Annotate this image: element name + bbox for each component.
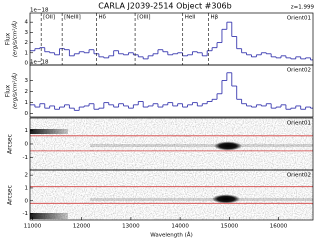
noise xyxy=(30,118,313,170)
line-label: [OIII] xyxy=(137,15,151,21)
image-panel xyxy=(30,118,313,170)
neighbor-trace xyxy=(30,213,68,219)
y-label: Flux xyxy=(5,32,12,45)
y-tick-label: 3 xyxy=(25,30,29,36)
line-label: Hδ xyxy=(99,15,107,21)
redshift: z=1.999 xyxy=(291,5,315,11)
y-tick-label: -1 xyxy=(23,211,28,217)
y-tick-label: 0 xyxy=(25,111,29,117)
offset-label: 1e−18 xyxy=(30,60,49,66)
y-tick-label: 0 xyxy=(25,142,29,148)
y-unit: (erg/s/cm²/Å) xyxy=(12,21,19,57)
line-label: [NeIII] xyxy=(64,15,81,21)
x-tick-label: 16000 xyxy=(270,224,288,230)
panel-label: Orient02 xyxy=(287,173,311,179)
image-panel xyxy=(30,170,313,220)
noise xyxy=(30,170,313,220)
neighbor-trace xyxy=(30,129,68,134)
y-tick-label: 2 xyxy=(25,173,29,179)
x-tick-label: 14000 xyxy=(171,224,189,230)
y-tick-label: 1 xyxy=(25,128,29,134)
panel-frame xyxy=(29,169,314,221)
line-label: Hβ xyxy=(211,15,219,21)
line-label: [OII] xyxy=(43,15,55,21)
emission-blob xyxy=(212,194,240,204)
panel-frame xyxy=(29,12,314,66)
spectrum xyxy=(30,21,313,61)
y-tick-label: 1 xyxy=(25,100,29,106)
y-unit: (erg/s/cm²/Å) xyxy=(12,73,19,109)
y-tick-label: 4 xyxy=(25,20,29,26)
offset-label: 1e−18 xyxy=(30,8,49,14)
line-label: HeII xyxy=(185,15,196,21)
chart-title: CARLA J2039-2514 Object #306b xyxy=(98,2,231,11)
emission-blob xyxy=(214,141,242,151)
x-label: Wavelength (Å) xyxy=(150,232,192,239)
legend-label: Orient02 xyxy=(287,68,311,74)
x-tick-label: 11000 xyxy=(24,224,42,230)
panel-label: Orient01 xyxy=(287,121,311,127)
y-tick-label: 1 xyxy=(25,50,29,56)
y-label: Arcsec xyxy=(7,185,14,205)
y-tick-label: 0 xyxy=(25,198,29,204)
x-tick-label: 12000 xyxy=(73,224,91,230)
y-label: Arcsec xyxy=(7,134,14,154)
spectrum xyxy=(30,72,313,111)
y-tick-label: 2 xyxy=(25,40,29,46)
y-label: Flux xyxy=(5,84,12,97)
x-tick-label: 15000 xyxy=(221,224,239,230)
y-tick-label: 2 xyxy=(25,89,29,95)
continuum xyxy=(90,198,313,201)
x-tick-label: 13000 xyxy=(122,224,140,230)
panel-frame xyxy=(29,64,314,118)
y-tick-label: -1 xyxy=(23,155,28,161)
y-tick-label: 0 xyxy=(25,60,29,66)
y-tick-label: 1 xyxy=(25,185,29,191)
continuum xyxy=(90,144,313,147)
y-tick-label: 3 xyxy=(25,78,29,84)
legend-label: Orient01 xyxy=(287,16,311,22)
